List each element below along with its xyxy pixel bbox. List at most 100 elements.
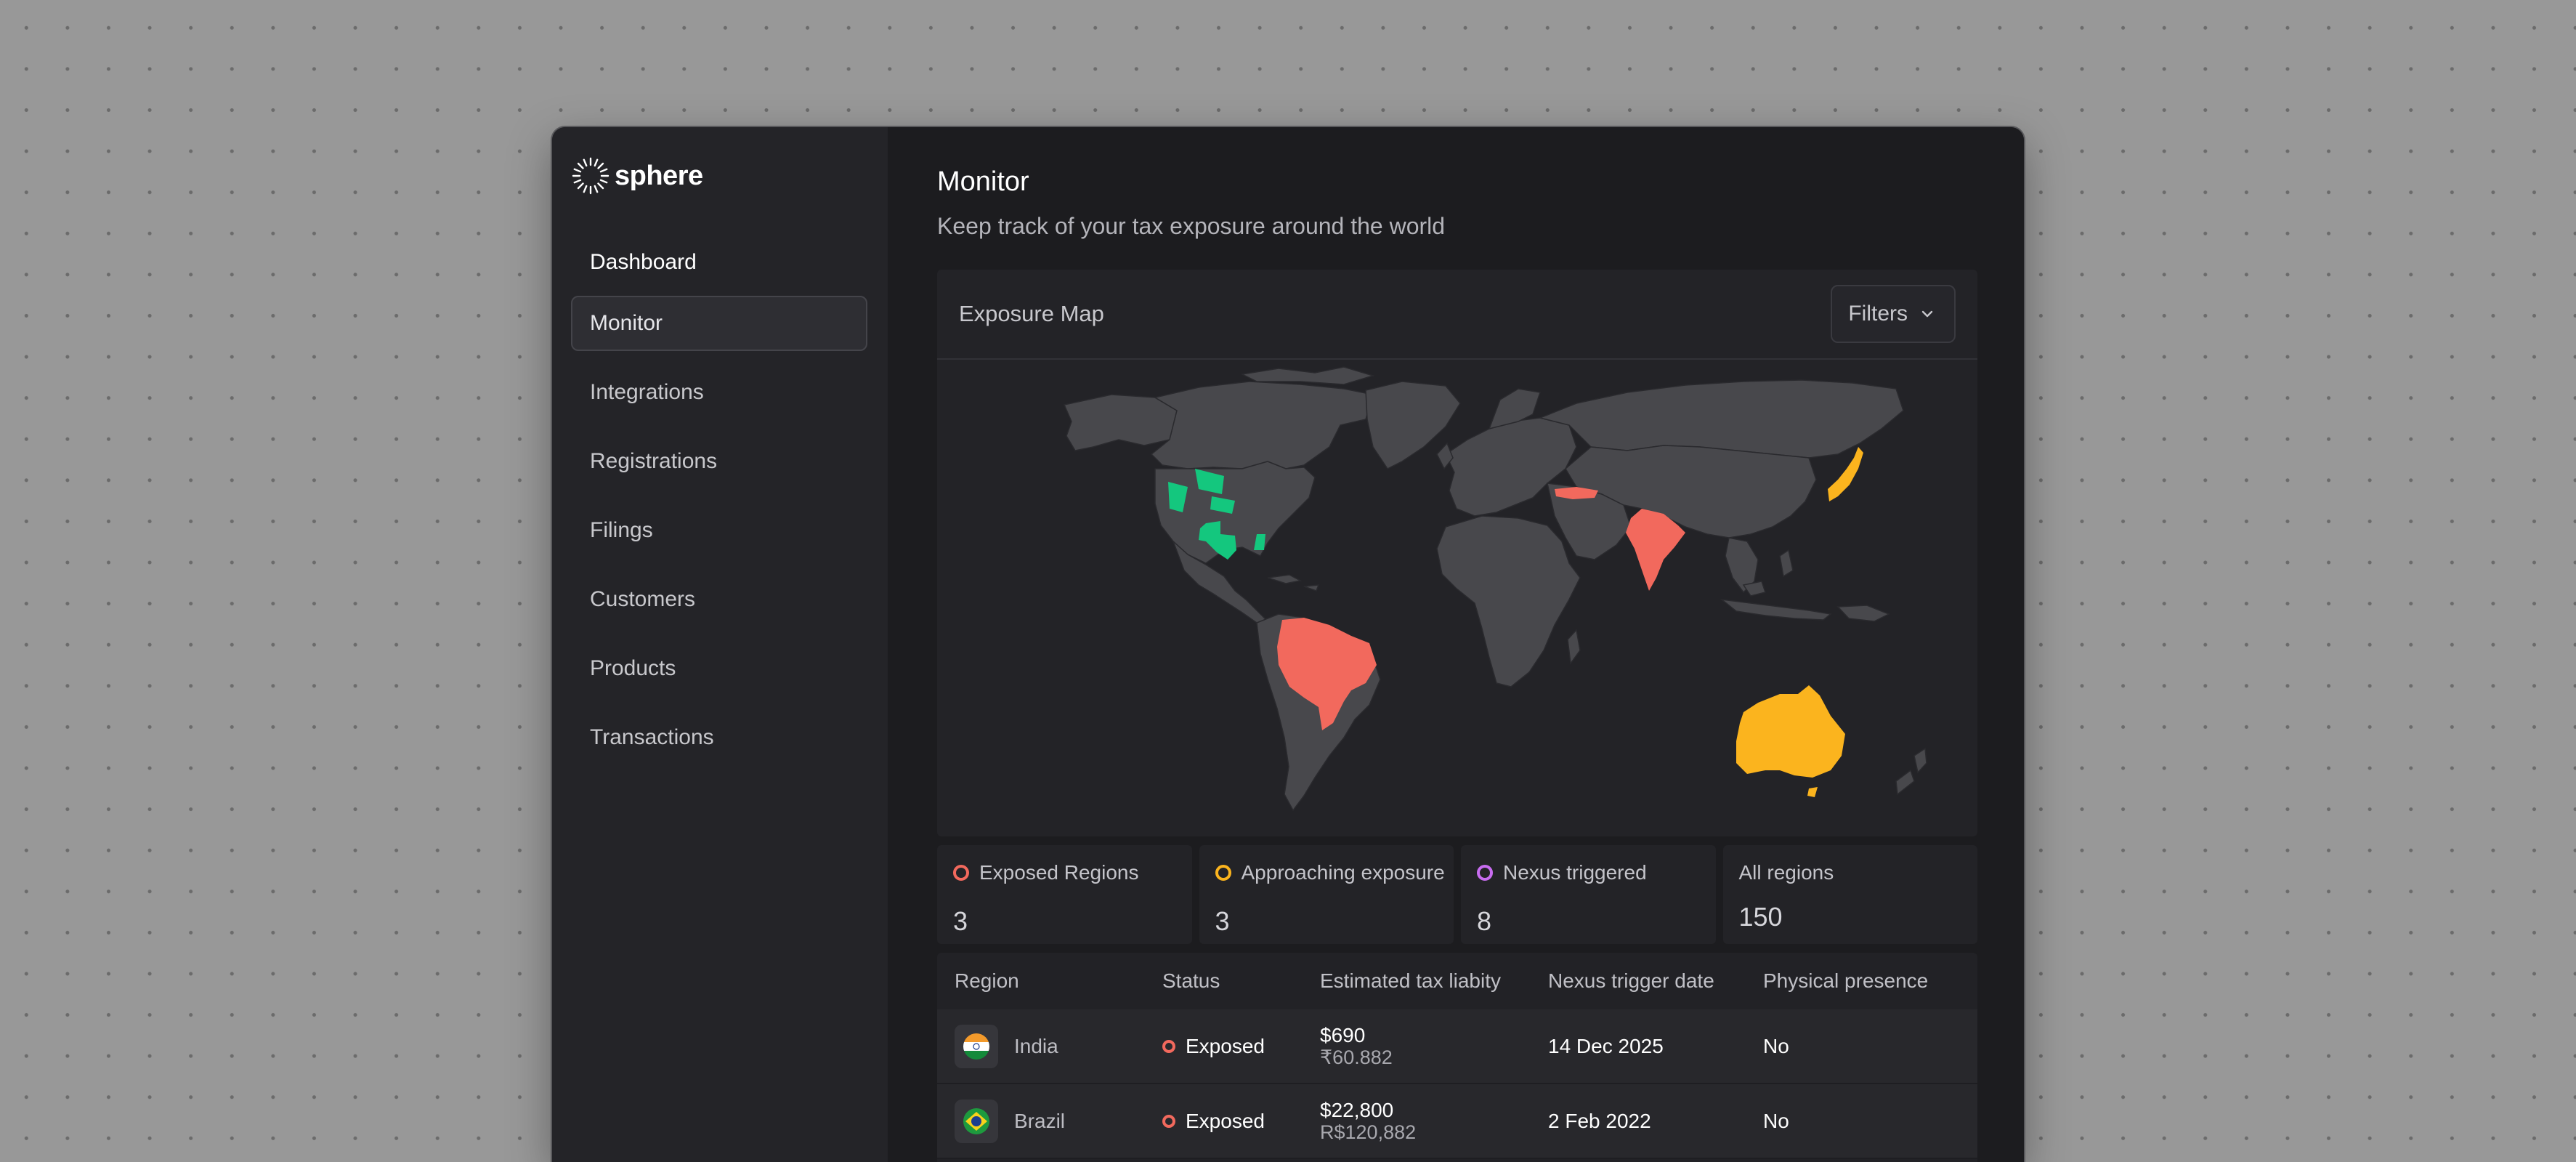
sidebar-item-label: Transactions <box>590 725 714 749</box>
stat-nexus-triggered[interactable]: Nexus triggered 8 <box>1461 845 1716 944</box>
logo[interactable]: sphere <box>571 156 703 195</box>
sidebar-item-filings[interactable]: Filings <box>571 503 867 558</box>
physical-presence: No <box>1763 1034 1789 1057</box>
world-map-svg <box>1063 366 1927 812</box>
app-name: sphere <box>615 160 703 191</box>
stat-value: 8 <box>1477 906 1492 936</box>
arctic-islands-shape <box>1240 366 1375 385</box>
region-name: India <box>1014 1034 1058 1057</box>
sphere-logo-icon <box>572 157 609 195</box>
philippines-shape <box>1779 549 1794 578</box>
uk-shape <box>1436 442 1454 470</box>
brazil-flag-icon <box>963 1107 989 1134</box>
australia-approaching <box>1736 685 1845 778</box>
us-state-nexus <box>1254 534 1265 550</box>
sidebar-item-label: Integrations <box>590 380 704 404</box>
greenland-shape <box>1365 381 1461 469</box>
china-shape <box>1565 445 1817 538</box>
sidebar-item-label: Filings <box>590 518 653 542</box>
sidebar-item-label: Dashboard <box>590 250 697 274</box>
scandinavia-shape <box>1488 388 1541 430</box>
region-name: Brazil <box>1014 1109 1066 1132</box>
column-header-physical-presence[interactable]: Physical presence <box>1763 969 1929 992</box>
column-header-nexus-date[interactable]: Nexus trigger date <box>1548 969 1714 992</box>
exposed-status-icon <box>1162 1114 1175 1128</box>
exposed-status-icon <box>1162 1039 1175 1053</box>
india-exposed <box>1626 509 1685 591</box>
column-header-status[interactable]: Status <box>1162 969 1220 992</box>
us-state-nexus <box>1195 469 1224 494</box>
exposure-map-card: Exposure Map Filters <box>937 270 1977 836</box>
filters-button[interactable]: Filters <box>1831 285 1956 343</box>
exposed-ring-icon <box>953 865 969 881</box>
chevron-down-icon <box>1921 310 1933 318</box>
us-state-nexus <box>1199 521 1236 560</box>
status-text: Exposed <box>1186 1109 1265 1132</box>
sidebar-item-label: Registrations <box>590 449 718 473</box>
new-guinea-shape <box>1836 605 1890 622</box>
table-row[interactable]: Brazil Exposed $22,800 R$120,882 2 Feb 2… <box>937 1084 1977 1159</box>
tax-liability-usd: $22,800 <box>1320 1098 1394 1121</box>
stat-value: 150 <box>1738 902 1783 932</box>
stat-value: 3 <box>953 906 968 936</box>
brazil-exposed <box>1277 618 1377 730</box>
stats-row: Exposed Regions 3 Approaching exposure 3… <box>937 845 1977 944</box>
app-window: sphere Dashboard Monitor Integrations Re… <box>552 127 2024 1162</box>
sidebar: sphere Dashboard Monitor Integrations Re… <box>552 127 888 1162</box>
turkey-exposed <box>1555 487 1598 499</box>
regions-table: Region Status Estimated tax liabity Nexu… <box>937 953 1977 1162</box>
column-header-tax-liability[interactable]: Estimated tax liabity <box>1320 969 1501 992</box>
map-title: Exposure Map <box>959 301 1104 326</box>
sidebar-item-label: Products <box>590 656 676 680</box>
caribbean-shape <box>1267 574 1320 592</box>
sidebar-item-registrations[interactable]: Registrations <box>571 434 867 489</box>
approaching-ring-icon <box>1215 865 1231 881</box>
stat-label: All regions <box>1738 861 1834 884</box>
sidebar-nav: Dashboard Monitor Integrations Registrat… <box>571 235 867 779</box>
world-map[interactable] <box>937 360 1977 836</box>
map-header: Exposure Map Filters <box>937 270 1977 360</box>
sidebar-item-integrations[interactable]: Integrations <box>571 365 867 420</box>
tax-liability-local: R$120,882 <box>1320 1121 1417 1143</box>
sidebar-item-label: Customers <box>590 587 696 611</box>
us-state-nexus <box>1168 482 1188 512</box>
madagascar-shape <box>1567 629 1581 665</box>
page-title: Monitor <box>937 166 1029 197</box>
sidebar-item-monitor[interactable]: Monitor <box>571 296 867 351</box>
alaska-shape <box>1063 394 1178 451</box>
table-row[interactable]: India Exposed $690 ₹60.882 14 Dec 2025 N… <box>937 1009 1977 1084</box>
new-zealand-shape <box>1895 747 1927 796</box>
stat-label: Exposed Regions <box>979 861 1139 884</box>
stat-value: 3 <box>1215 906 1230 936</box>
indonesia-shape <box>1720 581 1832 621</box>
sidebar-item-label: Monitor <box>590 311 663 335</box>
africa-shape <box>1436 515 1581 687</box>
nexus-trigger-date: 2 Feb 2022 <box>1548 1109 1651 1132</box>
main-content: Monitor Keep track of your tax exposure … <box>888 127 2024 1162</box>
sidebar-item-transactions[interactable]: Transactions <box>571 710 867 765</box>
india-flag-icon <box>963 1033 989 1060</box>
nexus-trigger-date: 14 Dec 2025 <box>1548 1034 1664 1057</box>
stat-exposed-regions[interactable]: Exposed Regions 3 <box>937 845 1192 944</box>
stat-label: Nexus triggered <box>1503 861 1647 884</box>
russia-shape <box>1538 379 1904 459</box>
sidebar-item-dashboard[interactable]: Dashboard <box>571 235 867 290</box>
tax-liability-usd: $690 <box>1320 1023 1366 1046</box>
page-subtitle: Keep track of your tax exposure around t… <box>937 213 1446 239</box>
sidebar-item-customers[interactable]: Customers <box>571 572 867 627</box>
stat-approaching-exposure[interactable]: Approaching exposure 3 <box>1199 845 1454 944</box>
physical-presence: No <box>1763 1109 1789 1132</box>
tasmania-approaching <box>1807 787 1818 797</box>
filters-label: Filters <box>1848 302 1908 326</box>
japan-approaching <box>1828 447 1863 501</box>
nexus-ring-icon <box>1477 865 1493 881</box>
sidebar-item-products[interactable]: Products <box>571 641 867 696</box>
tax-liability-local: ₹60.882 <box>1320 1046 1393 1068</box>
status-text: Exposed <box>1186 1034 1265 1057</box>
column-header-region[interactable]: Region <box>955 969 1019 992</box>
stat-label: Approaching exposure <box>1241 861 1445 884</box>
us-state-nexus <box>1210 496 1235 514</box>
table-header: Region Status Estimated tax liabity Nexu… <box>937 953 1977 1009</box>
stat-all-regions[interactable]: All regions 150 <box>1722 845 1977 944</box>
canada-shape <box>1150 381 1374 469</box>
